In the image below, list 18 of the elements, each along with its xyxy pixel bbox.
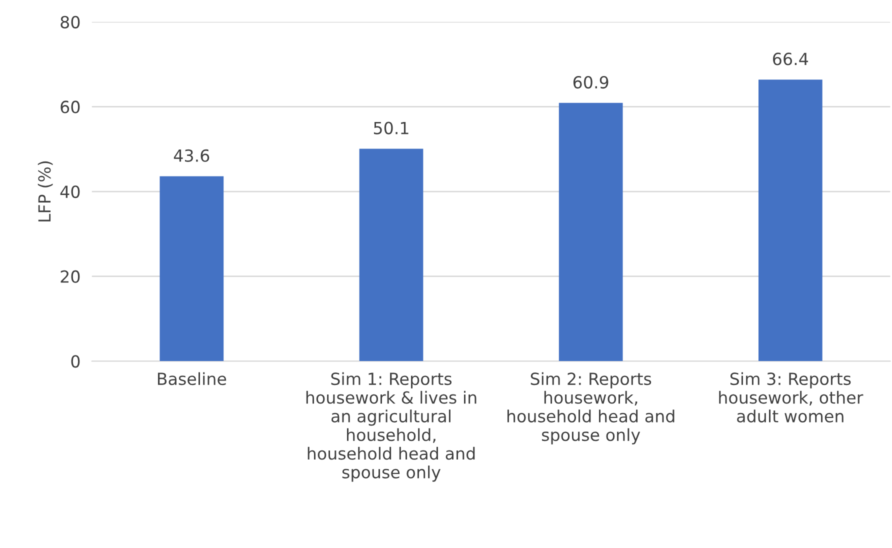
bar <box>359 148 424 362</box>
data-label: 50.1 <box>374 122 408 134</box>
x-tick-label: Sim 3: Reports housework, other adult women <box>719 372 864 422</box>
y-tick-label: 0 <box>71 355 80 368</box>
x-tick-label: Sim 1: Reports housework & lives in an agricultural household, household head and spouse only <box>306 372 476 482</box>
y-axis-title: LFP (%) <box>38 161 53 222</box>
y-tick-label: 40 <box>60 185 80 198</box>
x-tick-label: Baseline <box>158 372 226 386</box>
bar <box>758 80 822 362</box>
y-tick-label: 80 <box>60 16 80 28</box>
data-label: 60.9 <box>573 76 608 89</box>
bar <box>558 102 623 362</box>
x-tick-label: Sim 2: Reports housework, household head and spouse only <box>507 372 674 444</box>
y-tick-label: 20 <box>60 270 80 283</box>
y-tick-label: 60 <box>60 100 80 114</box>
data-label: 43.6 <box>174 149 210 162</box>
data-label: 66.4 <box>773 52 808 66</box>
bar <box>160 176 224 362</box>
